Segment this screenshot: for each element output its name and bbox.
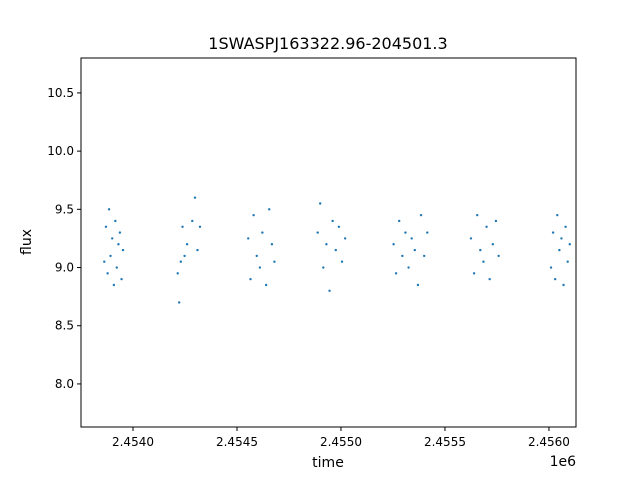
x-tick-label: 2.4540 (112, 435, 154, 449)
data-point (120, 277, 123, 281)
data-point (476, 213, 479, 217)
data-point (185, 243, 189, 246)
data-point (107, 208, 111, 211)
y-tick-label: 9.5 (55, 202, 74, 216)
data-point (392, 243, 395, 246)
data-point (176, 272, 179, 275)
data-point (413, 248, 417, 252)
data-point (104, 225, 108, 228)
data-point (273, 260, 276, 263)
data-point (183, 254, 186, 258)
data-point (558, 248, 561, 252)
data-point (491, 243, 495, 246)
data-point (488, 277, 491, 281)
data-point (270, 243, 274, 246)
data-point (549, 266, 553, 269)
data-point (261, 231, 264, 234)
data-point (334, 248, 337, 252)
data-point (109, 254, 112, 258)
y-tick-label: 10.5 (47, 86, 74, 100)
data-point (485, 225, 488, 228)
data-point (111, 237, 114, 240)
data-point (551, 231, 555, 234)
data-point (328, 289, 331, 293)
data-point (117, 243, 120, 246)
data-point (568, 243, 571, 246)
data-point (398, 219, 401, 223)
data-point (472, 272, 476, 275)
data-point (118, 231, 122, 234)
data-point (258, 266, 262, 269)
data-point (479, 248, 482, 252)
data-point (114, 219, 117, 223)
data-point (198, 225, 202, 228)
plot-frame (80, 57, 577, 428)
data-point (337, 225, 341, 228)
data-point (264, 283, 268, 287)
data-point (560, 237, 563, 240)
data-point (482, 260, 485, 263)
data-point (422, 254, 426, 258)
y-axis-ticks: 8.0 8.5 9.0 9.5 10.0 10.5 (47, 86, 81, 391)
data-point (426, 231, 429, 234)
data-point (554, 277, 557, 281)
data-point (494, 219, 498, 223)
data-point (340, 260, 344, 263)
x-tick-label: 2.4560 (528, 435, 570, 449)
data-point (247, 237, 250, 240)
data-point (394, 272, 398, 275)
data-point (196, 248, 199, 252)
data-point (121, 248, 125, 252)
x-tick-label: 2.4550 (320, 435, 362, 449)
data-point (249, 277, 252, 281)
data-point (193, 196, 197, 199)
x-axis-ticks: 2.4540 2.4545 2.4550 2.4555 2.4560 (112, 427, 570, 449)
data-point (343, 237, 347, 240)
x-tick-label: 2.4545 (216, 435, 258, 449)
data-point (252, 213, 255, 217)
data-point (419, 213, 423, 217)
data-point (407, 266, 410, 269)
data-point (318, 202, 322, 205)
x-axis-offset: 1e6 (550, 454, 577, 470)
data-point (497, 254, 500, 258)
data-point (410, 237, 413, 240)
data-point (177, 301, 181, 304)
y-axis-label: flux (19, 229, 35, 255)
data-point (316, 231, 319, 234)
data-point (103, 260, 106, 263)
data-point (401, 254, 404, 258)
data-point (416, 283, 420, 287)
y-tick-label: 10.0 (47, 144, 74, 158)
data-point (469, 237, 473, 240)
data-point (566, 260, 569, 263)
data-point (115, 266, 118, 269)
data-point (404, 231, 407, 234)
data-point (322, 266, 325, 269)
data-point (556, 213, 559, 217)
data-point (562, 283, 565, 287)
data-points (103, 196, 571, 304)
y-tick-label: 8.0 (55, 377, 74, 391)
data-point (106, 272, 109, 275)
data-point (268, 208, 271, 211)
data-point (191, 219, 194, 223)
data-point (325, 243, 328, 246)
x-tick-label: 2.4555 (424, 435, 466, 449)
data-point (331, 219, 334, 223)
data-point (181, 225, 184, 228)
x-axis-label: time (312, 455, 344, 471)
y-tick-label: 8.5 (55, 319, 74, 333)
data-point (179, 260, 183, 263)
chart-title: 1SWASPJ163322.96-204501.3 (208, 34, 447, 53)
data-point (564, 225, 567, 228)
y-tick-label: 9.0 (55, 261, 74, 275)
data-point (112, 283, 116, 287)
data-point (255, 254, 258, 258)
plot-area (81, 58, 576, 427)
